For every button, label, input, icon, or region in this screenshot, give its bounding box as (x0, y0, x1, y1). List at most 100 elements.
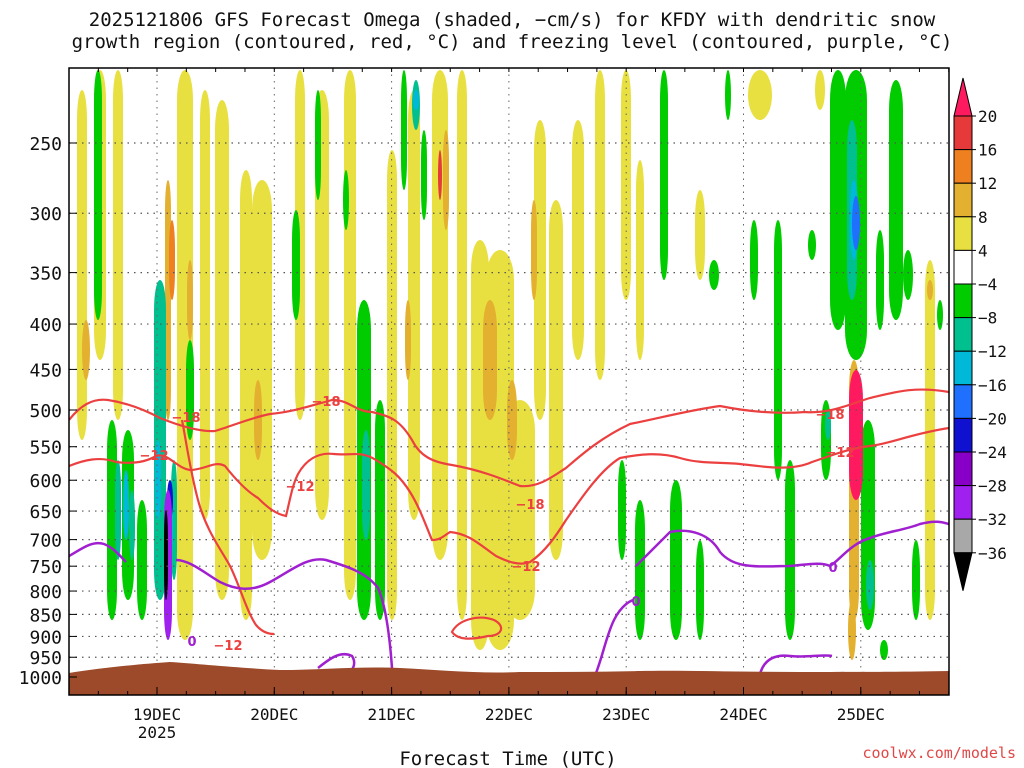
omega-cell (507, 380, 517, 460)
omega-cell (401, 70, 407, 190)
chart-title-line-1: 2025121806 GFS Forecast Omega (shaded, −… (88, 9, 936, 31)
omega-cell (164, 510, 168, 600)
omega-cell (421, 130, 427, 220)
freezing-level-contour-left (69, 541, 127, 563)
omega-cell (362, 430, 370, 540)
colorbar-label: −24 (978, 443, 1007, 462)
omega-cell (750, 220, 758, 300)
terrain-surface (69, 662, 949, 695)
dgz-contour-lower-12 (69, 426, 949, 565)
freezing-label-3: 0 (828, 561, 837, 576)
freezing-label-2: 0 (631, 595, 640, 610)
dgz-label-2: −12 (140, 449, 169, 464)
omega-cell (169, 220, 175, 300)
omega-cell (534, 120, 546, 420)
colorbar-label: 8 (978, 208, 988, 227)
omega-cell (848, 600, 856, 660)
omega-cell (82, 320, 90, 380)
omega-cell (115, 460, 121, 560)
omega-cell (107, 420, 117, 620)
omega-cell (252, 180, 272, 560)
omega-cell (123, 470, 129, 540)
omega-cell (344, 70, 356, 600)
omega-cell (830, 70, 846, 330)
freezing-label-1: 0 (187, 635, 196, 650)
omega-shading (77, 70, 943, 660)
y-tick-label: 500 (29, 401, 62, 422)
omega-cell (876, 230, 884, 330)
colorbar-label: −32 (978, 510, 1007, 529)
colorbar-segment (953, 350, 973, 386)
y-tick-label: 350 (29, 264, 62, 285)
x-axis-label: Forecast Time (UTC) (399, 748, 616, 768)
colorbar-segment (953, 485, 973, 520)
omega-cell (725, 70, 731, 120)
y-tick-label: 700 (29, 531, 62, 552)
y-tick-label: 950 (29, 648, 62, 669)
omega-cell (695, 190, 705, 280)
omega-cell (292, 210, 300, 320)
plot-area: −18 −12 −12 −18 −18 −12 −12 −18 −12 0 0 … (68, 67, 950, 696)
colorbar-label: −12 (978, 342, 1007, 361)
y-tick-label: 450 (29, 360, 62, 381)
contour-labels: −18 −12 −12 −18 −18 −12 −12 −18 −12 0 0 … (140, 395, 855, 654)
omega-cell (94, 70, 102, 320)
colorbar-label: −28 (978, 477, 1007, 496)
x-year-label: 2025 (138, 723, 177, 742)
y-axis-pressure: 2503003504004505005506006507007508008509… (19, 134, 77, 689)
omega-cell (696, 540, 704, 640)
colorbar-label: 12 (978, 174, 997, 193)
y-tick-label: 250 (29, 134, 62, 155)
dgz-label-6: −12 (512, 560, 541, 575)
omega-cell (808, 230, 816, 260)
colorbar-segment (953, 182, 973, 218)
colorbar-segment (953, 384, 973, 419)
omega-cell (457, 70, 467, 620)
x-tick-label: 25DEC (837, 705, 885, 724)
x-tick-label: 19DEC (133, 705, 181, 724)
dgz-contour-low-12 (180, 419, 275, 636)
dgz-label-4: −18 (312, 395, 341, 410)
omega-cell (852, 196, 860, 250)
omega-cell (880, 640, 888, 660)
y-tick-label: 300 (29, 204, 62, 225)
colorbar-segment (953, 249, 973, 285)
omega-cell (443, 130, 449, 230)
freezing-level-contour-right (592, 520, 949, 679)
y-tick-label: 400 (29, 315, 62, 336)
omega-cell (154, 280, 166, 600)
colorbar: 20 16 12 8 4 −4 −8 −12 −16 −20 −24 −28 −32 −36 (953, 77, 1007, 591)
omega-cell (113, 70, 123, 420)
dgz-label-8: −18 (816, 408, 845, 423)
x-tick-label: 21DEC (368, 705, 416, 724)
dgz-label-1: −18 (172, 411, 201, 426)
colorbar-top-arrow (953, 77, 973, 117)
omega-cell (375, 400, 385, 620)
omega-cell (670, 480, 682, 640)
dgz-contour-upper-18 (69, 388, 949, 488)
omega-cell (595, 70, 605, 380)
y-tick-label: 750 (29, 557, 62, 578)
y-tick-label: 850 (29, 605, 62, 626)
dgz-label-5: −18 (516, 498, 545, 513)
omega-cell (315, 90, 321, 200)
omega-cell (438, 150, 442, 200)
omega-cell (531, 200, 537, 300)
colorbar-segment (953, 149, 973, 184)
colorbar-segment (953, 518, 973, 554)
colorbar-segment (953, 317, 973, 352)
omega-cell (927, 280, 933, 300)
omega-cell (937, 300, 943, 330)
omega-cell (155, 440, 161, 520)
dgz-label-9: −12 (826, 446, 855, 461)
omega-cell (815, 70, 825, 110)
colorbar-label: −8 (978, 309, 997, 328)
dgz-label-7: −12 (214, 639, 243, 654)
omega-cell (572, 120, 584, 360)
x-tick-label: 22DEC (485, 705, 533, 724)
omega-cell (408, 90, 420, 520)
colorbar-bottom-arrow (953, 552, 973, 591)
watermark: coolwx.com/models (862, 744, 1016, 762)
x-axis-time: 19DEC 20DEC 21DEC 22DEC 23DEC 24DEC 25DEC 2025 (68, 68, 950, 742)
